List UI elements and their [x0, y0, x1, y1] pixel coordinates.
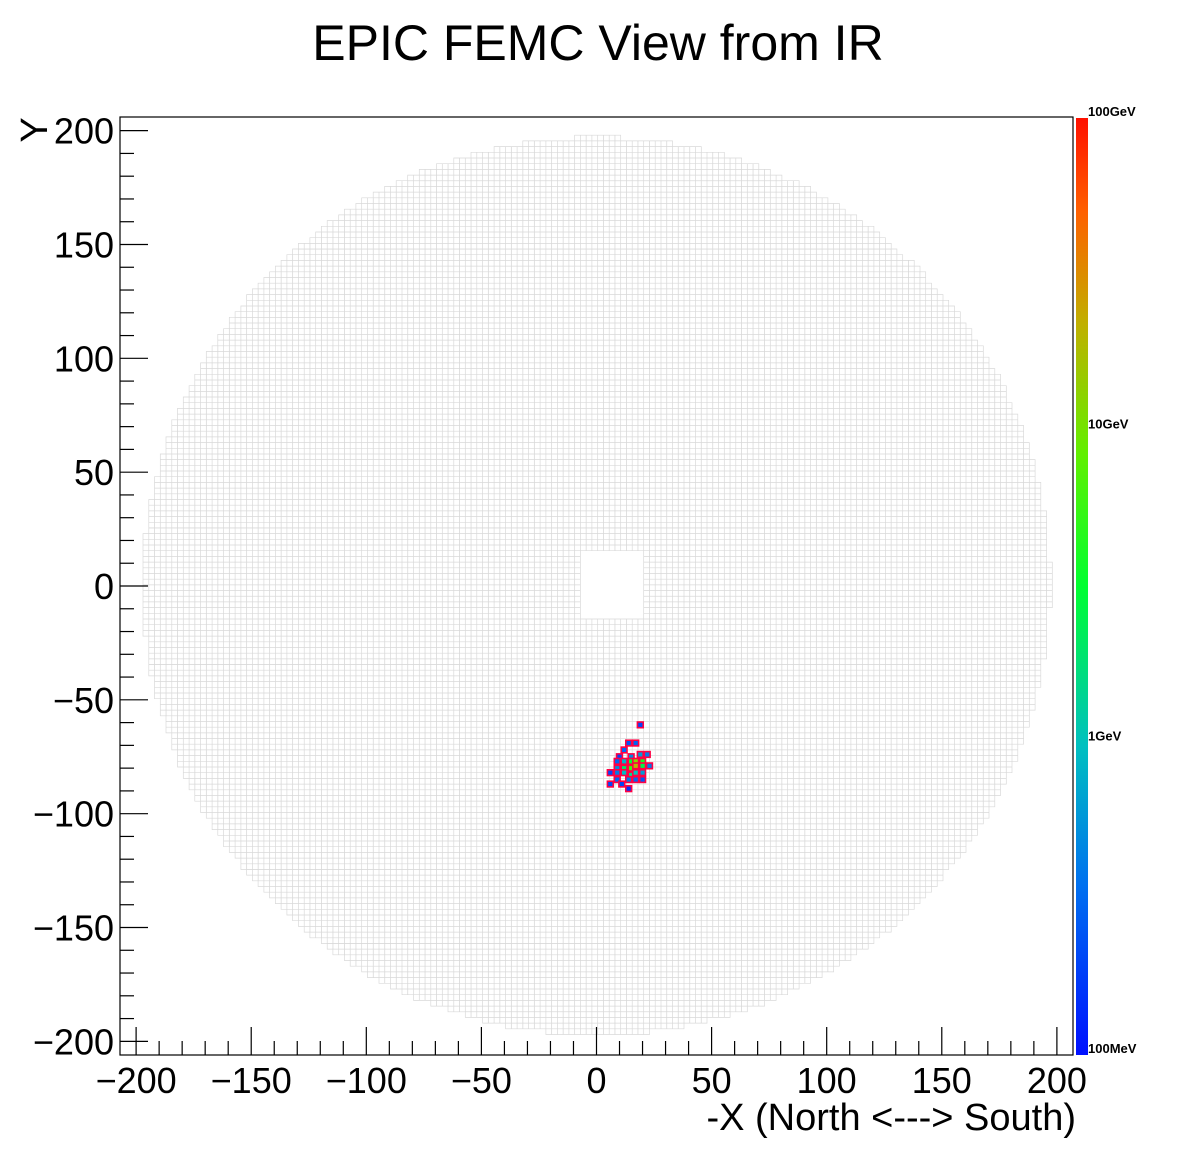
x-tick-labels: −200 −150 −100 −50 0 50 100 150 200 — [96, 1060, 1087, 1101]
hit-cell — [618, 780, 626, 788]
y-tick-label: −150 — [33, 908, 114, 949]
hit-cell — [638, 775, 647, 784]
axis-ticks — [120, 130, 1058, 1055]
y-tick-label: 150 — [54, 224, 114, 265]
colorbar-label: 10GeV — [1088, 416, 1129, 431]
hit-cell — [636, 750, 645, 759]
chart-title: EPIC FEMC View from IR — [312, 15, 884, 71]
hit-cell — [620, 768, 628, 777]
hit-cell — [631, 775, 640, 784]
detector-cell-grid — [142, 134, 1053, 1035]
hit-cell — [620, 757, 628, 765]
hit-cell — [613, 768, 621, 777]
hit-cell — [606, 768, 615, 777]
hit-cell — [643, 750, 651, 759]
colorbar-label: 1GeV — [1088, 729, 1122, 744]
hit-cell — [613, 757, 621, 765]
y-tick-label: 100 — [54, 338, 114, 379]
y-axis-title: Y — [14, 117, 56, 142]
hit-cell — [620, 746, 628, 754]
y-tick-label: −100 — [33, 794, 114, 835]
hit-cell — [631, 768, 640, 777]
hit-cell — [624, 739, 633, 747]
hit-cell — [638, 762, 647, 770]
hit-cell — [638, 768, 647, 777]
plot-frame — [119, 116, 1074, 1056]
hit-cells — [606, 721, 654, 793]
hit-cell — [631, 739, 640, 747]
x-tick-label: 100 — [797, 1060, 857, 1101]
hit-cell — [645, 762, 654, 770]
colorbar-gradient — [1076, 118, 1088, 1055]
x-tick-label: 50 — [692, 1060, 732, 1101]
y-tick-label: 200 — [54, 111, 114, 152]
x-tick-label: −100 — [326, 1060, 407, 1101]
x-tick-label: −50 — [451, 1060, 512, 1101]
hit-cell — [624, 775, 633, 784]
energy-colorbar — [1076, 118, 1088, 1055]
hit-cell — [606, 780, 615, 788]
x-tick-label: 150 — [912, 1060, 972, 1101]
colorbar-label: 100MeV — [1088, 1041, 1137, 1056]
x-axis-title: -X (North <---> South) — [706, 1097, 1076, 1139]
x-tick-label: −200 — [96, 1060, 177, 1101]
hit-cell — [624, 784, 633, 793]
y-tick-label: −200 — [33, 1021, 114, 1062]
y-tick-label: 0 — [94, 566, 114, 607]
hit-cell — [631, 762, 640, 770]
colorbar-label: 100GeV — [1088, 104, 1136, 119]
y-tick-label: −50 — [53, 680, 114, 721]
x-tick-label: 200 — [1027, 1060, 1087, 1101]
x-tick-label: −150 — [211, 1060, 292, 1101]
y-tick-labels: −200 −150 −100 −50 0 50 100 150 200 — [33, 111, 114, 1063]
detector-cells — [142, 134, 1053, 1035]
colorbar-labels: 100GeV 10GeV 1GeV 100MeV — [1088, 104, 1137, 1056]
x-tick-label: 0 — [586, 1060, 606, 1101]
hit-cell — [613, 775, 621, 784]
y-tick-label: 50 — [74, 452, 114, 493]
hit-cell — [636, 721, 645, 729]
